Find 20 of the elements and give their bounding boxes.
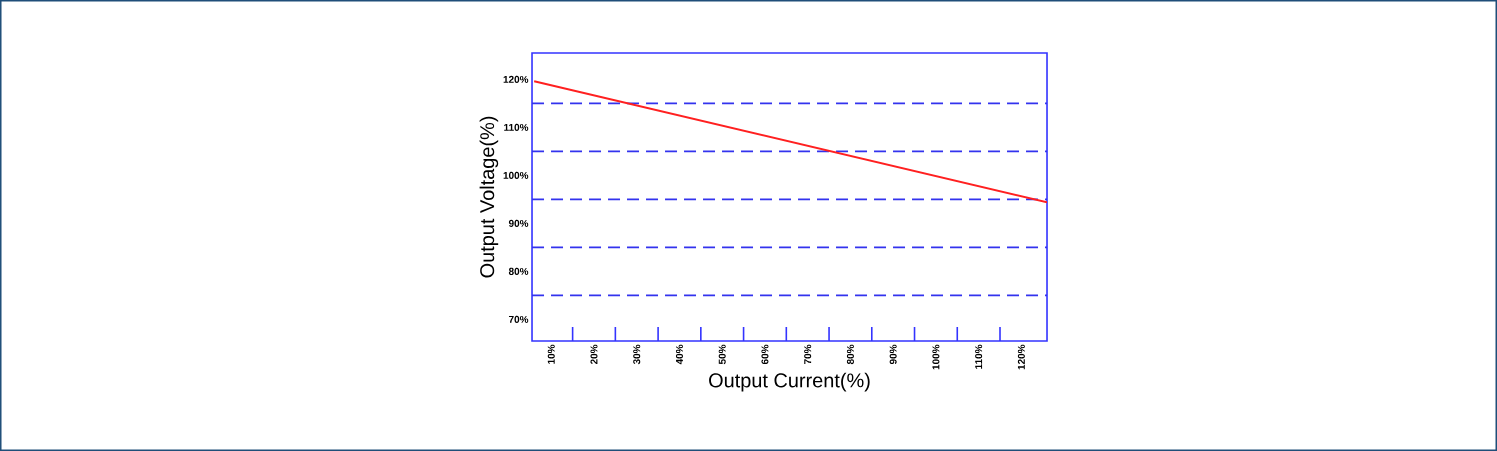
y-tick-label: 100% [503, 171, 529, 179]
x-tick-label: 60% [761, 344, 769, 365]
x-tick-label: 70% [804, 344, 812, 365]
y-tick-label: 120% [503, 75, 529, 83]
y-axis-title: Output Voltage(%) [479, 116, 499, 278]
x-tick-label: 100% [932, 344, 940, 370]
x-tick-label: 20% [590, 344, 598, 365]
x-tick-label: 90% [889, 344, 897, 365]
x-tick-label: 110% [975, 344, 983, 369]
x-tick-label: 10% [547, 344, 555, 364]
y-tick-label: 110% [504, 123, 529, 131]
x-tick-label: 50% [718, 344, 726, 365]
x-tick-label: 120% [1017, 344, 1025, 370]
y-tick-label: 90% [508, 219, 529, 227]
y-tick-label: 80% [508, 267, 529, 275]
x-axis-title: Output Current(%) [709, 372, 870, 392]
x-tick-label: 40% [675, 344, 683, 365]
x-tick-label: 80% [846, 344, 854, 365]
x-tick-label: 30% [633, 344, 641, 365]
y-tick-label: 70% [508, 315, 529, 323]
